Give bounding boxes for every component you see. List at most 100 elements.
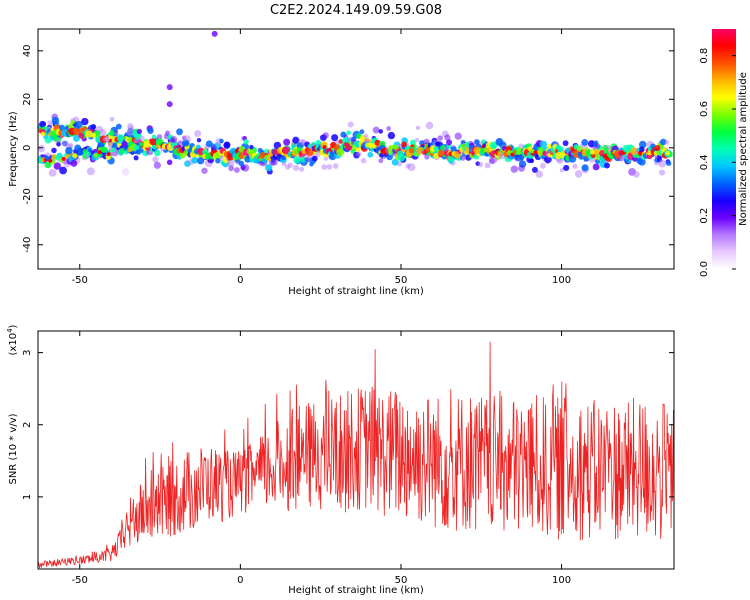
- spectrogram-cell: [397, 161, 402, 167]
- spectrogram-cell: [51, 116, 60, 125]
- spectrogram-cell: [44, 136, 52, 144]
- snr-panel: -50 0 50 100 1 2 3 (x104) Height of straight l…: [6, 324, 675, 596]
- spectrogram-cell: [408, 148, 415, 154]
- spectrogram-cell: [111, 147, 116, 153]
- spectrogram-cell: [489, 141, 498, 150]
- x-tick-label: 0: [237, 575, 243, 586]
- spectrogram-cell: [378, 152, 384, 158]
- spectrogram-cell: [437, 135, 443, 141]
- spectrogram-cell: [205, 140, 213, 148]
- spectrogram-cell: [568, 155, 577, 163]
- spectrogram-cell: [166, 159, 173, 166]
- spectrogram-cell: [446, 139, 453, 146]
- spectrogram-cell: [517, 164, 526, 172]
- spectrogram-axes: -50 0 50 100 -40 -20 0 20 40: [22, 29, 674, 286]
- spectrogram-cell: [44, 161, 52, 169]
- spectrogram-cell: [138, 142, 144, 147]
- spectrogram-cell: [594, 149, 600, 155]
- spectrogram-peak-cell: [97, 150, 102, 155]
- x-tick-label: 100: [552, 575, 571, 586]
- spectrogram-cell: [581, 139, 589, 146]
- spectrogram-cell: [152, 156, 159, 163]
- spectrogram-cell: [238, 152, 245, 160]
- spectrogram-cell: [407, 163, 416, 172]
- spectrogram-cell: [133, 155, 139, 161]
- spectrogram-cell: [338, 139, 344, 144]
- figure-title: C2E2.2024.149.09.59.G08: [270, 3, 442, 18]
- spectrogram-cell: [100, 146, 108, 153]
- spectrogram-cell: [121, 140, 128, 148]
- spectrogram-cell: [587, 140, 596, 148]
- spectrogram-cell: [665, 160, 672, 166]
- spectrogram-cell: [70, 119, 75, 125]
- spectrogram-cell: [281, 161, 287, 167]
- spectrogram-cell: [397, 150, 404, 157]
- y-tick-label: 20: [22, 93, 33, 106]
- spectrogram-cell: [99, 129, 107, 137]
- spectrogram-cell: [265, 164, 273, 172]
- y-tick-label: 2: [22, 422, 33, 428]
- spectrogram-cell: [604, 162, 610, 169]
- spectrogram-cell: [241, 164, 250, 172]
- spectrogram-cell: [331, 134, 339, 142]
- spectrogram-cell: [227, 159, 235, 167]
- spectrogram-cell: [356, 146, 361, 152]
- spectrogram-cell: [183, 140, 190, 147]
- spectrogram-cell: [283, 138, 291, 146]
- spectrogram-cell: [387, 131, 396, 140]
- spectrogram-cell: [343, 137, 350, 143]
- snr-frame: [37, 330, 675, 570]
- spectrogram-cell: [654, 145, 661, 152]
- spectrogram-cell: [282, 146, 291, 155]
- spectrogram-cell: [136, 138, 142, 144]
- spectrogram-cell: [650, 143, 656, 149]
- y-tick-label: -40: [22, 237, 33, 253]
- spectrogram-cell: [47, 120, 52, 125]
- spectrogram-cell: [539, 140, 548, 148]
- spectrogram-cell: [135, 149, 142, 155]
- colorbar-tick-label: 0.0: [699, 261, 710, 277]
- spectrogram-cell: [356, 151, 362, 157]
- spectrogram-cell: [95, 130, 101, 136]
- spectrogram-cell: [660, 138, 667, 146]
- spectrogram-cell: [572, 163, 578, 169]
- spectrogram-cell: [378, 129, 384, 134]
- spectrogram-cell: [454, 132, 462, 140]
- spectrogram-cell: [415, 125, 421, 131]
- snr-multiplier: (x104): [6, 324, 19, 355]
- snr-series-line: [37, 341, 674, 569]
- spectrogram-cell: [154, 149, 161, 157]
- spectrogram-cell: [639, 146, 645, 153]
- spectrogram-y-label: Frequency (Hz): [8, 111, 19, 187]
- spectrogram-cell: [55, 154, 62, 161]
- x-tick-label: 50: [395, 575, 408, 586]
- spectrogram-cell: [372, 126, 380, 134]
- spectrogram-outlier: [211, 30, 218, 37]
- spectrogram-cell: [136, 128, 143, 135]
- spectrogram-peak-cell: [322, 145, 327, 150]
- colorbar: 0.0 0.2 0.4 0.6 0.8 Normalized spectral ampl…: [699, 29, 749, 277]
- spectrogram-cell: [197, 157, 205, 165]
- spectrogram-cell: [73, 135, 80, 142]
- spectrogram-cell: [155, 138, 164, 146]
- spectrogram-cell: [346, 130, 351, 136]
- spectrogram-cell: [82, 148, 88, 154]
- spectrogram-cell: [59, 166, 67, 175]
- spectrogram-cell: [91, 132, 96, 138]
- spectrogram-cell: [292, 164, 300, 171]
- spectrogram-peak-cell: [48, 158, 53, 163]
- spectrogram-cell: [140, 136, 145, 141]
- spectrogram-peak-cell: [61, 156, 66, 161]
- x-tick-label: 100: [552, 275, 571, 286]
- spectrogram-panel: -50 0 50 100 -40 -20 0 20 40 Height of straight …: [8, 28, 675, 297]
- spectrogram-cell: [359, 129, 365, 135]
- spectrogram-cell: [425, 121, 434, 130]
- spectrogram-cell: [450, 146, 457, 153]
- spectrogram-cell: [443, 146, 449, 152]
- spectrogram-cell: [321, 164, 328, 170]
- spectrogram-cell: [153, 161, 161, 169]
- y-tick-label: 0: [22, 145, 33, 151]
- spectrogram-cell: [134, 145, 140, 151]
- spectrogram-x-label: Height of straight line (km): [288, 286, 424, 297]
